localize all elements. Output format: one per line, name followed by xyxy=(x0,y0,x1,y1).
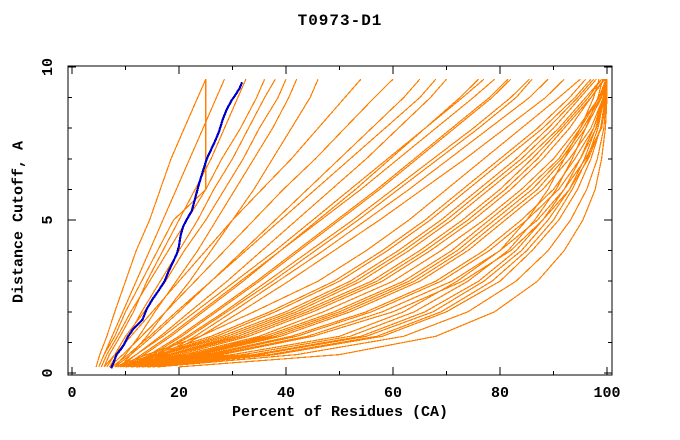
model-curve xyxy=(119,78,447,368)
model-curve xyxy=(157,79,608,368)
model-curve xyxy=(128,78,605,368)
model-curve xyxy=(125,78,603,368)
model-curve xyxy=(114,78,421,368)
x-tick-label: 60 xyxy=(384,385,402,402)
model-curve xyxy=(122,78,597,368)
highlighted-model-curve xyxy=(110,81,244,369)
model-curve xyxy=(111,78,437,368)
model-curve xyxy=(146,79,608,368)
model-curve xyxy=(119,78,319,368)
model-curve xyxy=(103,78,247,368)
model-curve xyxy=(114,78,581,368)
model-curve xyxy=(108,78,394,368)
x-axis-label: Percent of Residues (CA) xyxy=(231,404,449,421)
model-curve xyxy=(125,78,603,368)
model-curve xyxy=(117,78,485,368)
model-curve xyxy=(127,78,509,368)
model-curve xyxy=(141,79,608,368)
x-tick-label: 100 xyxy=(593,385,620,402)
x-tick-label: 80 xyxy=(491,385,509,402)
y-tick-label: 10 xyxy=(40,58,57,76)
x-tick-label: 40 xyxy=(277,385,295,402)
model-curve xyxy=(133,78,607,368)
model-curve xyxy=(130,78,512,368)
model-curve xyxy=(136,78,608,368)
model-curve xyxy=(106,78,287,368)
model-curve xyxy=(103,78,362,368)
x-tick-label: 20 xyxy=(170,385,188,402)
y-tick-label: 5 xyxy=(40,215,57,224)
model-curve xyxy=(141,78,565,368)
model-curve xyxy=(100,78,266,368)
model-curve xyxy=(149,79,608,368)
model-curve xyxy=(98,79,207,368)
model-curve xyxy=(136,79,607,368)
model-curve xyxy=(152,79,608,368)
model-curve xyxy=(130,78,606,368)
x-tick-label: 0 xyxy=(67,385,76,402)
chart-title: T0973-D1 xyxy=(297,12,383,30)
model-curve xyxy=(120,78,595,368)
model-curve xyxy=(135,78,533,368)
model-curve xyxy=(178,79,608,368)
model-curve xyxy=(133,78,530,368)
model-curve xyxy=(117,78,587,368)
model-curve xyxy=(114,78,298,368)
model-curve xyxy=(141,79,607,368)
model-curve xyxy=(125,79,600,368)
model-curve xyxy=(120,78,592,368)
model-curve xyxy=(146,79,608,368)
model-curve xyxy=(122,78,495,368)
model-curve xyxy=(136,79,608,368)
model-curve xyxy=(95,78,207,368)
y-tick-label: 0 xyxy=(40,368,57,377)
model-curve xyxy=(130,79,604,368)
